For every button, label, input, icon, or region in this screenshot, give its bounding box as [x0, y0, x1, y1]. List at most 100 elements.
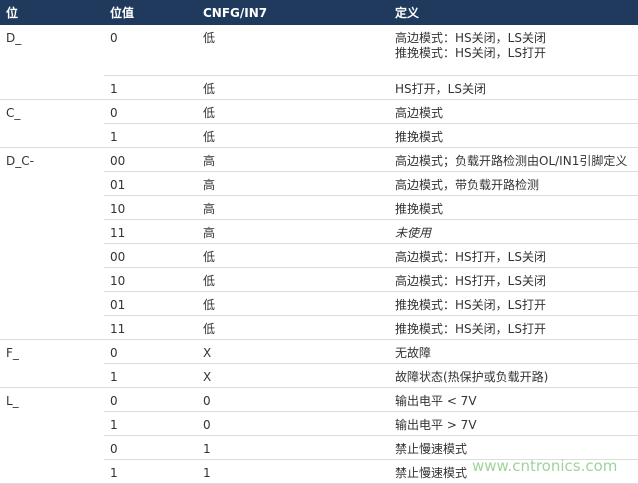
bit-value: 10	[104, 267, 197, 292]
cnfg-value: 低	[197, 25, 389, 76]
definition-line: 高边模式：HS打开，LS关闭	[395, 274, 546, 288]
table-row: 00 低高边模式：HS打开，LS关闭	[0, 243, 638, 268]
definition-line: 高边模式，带负载开路检测	[395, 178, 540, 192]
table-row: 1 1 禁止慢速模式	[0, 459, 638, 484]
cnfg-value: 高	[197, 195, 389, 220]
bit-value: 1	[104, 363, 197, 388]
table-body: D_ 0 低高边模式：HS关闭，LS关闭 推挽模式：HS关闭，LS打开 1 低 HS打开，L…	[0, 25, 638, 484]
table-row: 01 高高边模式，带负载开路检测	[0, 171, 638, 196]
table-row: 1 X 故障状态(热保护或负载开路)	[0, 363, 638, 388]
definition-line: 输出电平 < 7V	[395, 394, 477, 408]
definition-line: 未使用	[395, 226, 432, 240]
cnfg-value: 高	[197, 219, 389, 244]
cnfg-value: 0	[197, 411, 389, 436]
table-row: L_ 0 0 输出电平 < 7V	[0, 387, 638, 484]
table-row: 11 低推挽模式：HS关闭，LS打开	[0, 315, 638, 340]
definition: 推挽模式：HS关闭，LS打开	[389, 291, 638, 316]
cnfg-value: 1	[197, 459, 389, 484]
definition: HS打开，LS关闭	[389, 75, 638, 100]
definition-line: 推挽模式：HS关闭，LS打开	[395, 46, 546, 60]
cnfg-value: X	[197, 339, 389, 364]
bit-value: 00	[104, 147, 197, 172]
table-row: 1 低推挽模式	[0, 123, 638, 148]
definition: 推挽模式	[389, 195, 638, 220]
bit-name: F_	[0, 339, 104, 388]
header-cell: CNFG/IN7	[197, 0, 389, 25]
table-row: F_ 0 X 无故障	[0, 339, 638, 388]
definition-line: 推挽模式：HS关闭，LS打开	[395, 322, 546, 336]
bit-value: 10	[104, 195, 197, 220]
definition: 高边模式：HS打开，LS关闭	[389, 267, 638, 292]
table-row: 0 1 禁止慢速模式	[0, 435, 638, 460]
definition-line: 禁止慢速模式	[395, 466, 468, 480]
definition-line: HS打开，LS关闭	[395, 82, 486, 96]
cnfg-value: 低	[197, 75, 389, 100]
definition-line: 无故障	[395, 346, 432, 360]
cnfg-value: X	[197, 363, 389, 388]
definition: 未使用	[389, 219, 638, 244]
bit-value: 1	[104, 123, 197, 148]
header-row: 位位值 CNFG/IN7 定义	[0, 0, 638, 25]
bit-value: 00	[104, 243, 197, 268]
bit-value: 01	[104, 291, 197, 316]
definition-line: 推挽模式	[395, 130, 444, 144]
definition: 无故障	[389, 339, 638, 364]
definition: 故障状态(热保护或负载开路)	[389, 363, 638, 388]
definition: 禁止慢速模式	[389, 435, 638, 460]
definition: 推挽模式	[389, 123, 638, 148]
definition-line: 禁止慢速模式	[395, 442, 468, 456]
definition: 高边模式	[389, 99, 638, 124]
cnfg-value: 低	[197, 243, 389, 268]
cnfg-value: 低	[197, 267, 389, 292]
definition: 输出电平 > 7V	[389, 411, 638, 436]
cnfg-value: 1	[197, 435, 389, 460]
bit-value: 0	[104, 435, 197, 460]
bit-value: 0	[104, 339, 197, 364]
definition-line: 推挽模式：HS关闭，LS打开	[395, 298, 546, 312]
definition-line: 高边模式：HS关闭，LS关闭	[395, 31, 546, 45]
bit-value: 1	[104, 75, 197, 100]
definition-line: 高边模式：HS打开，LS关闭	[395, 250, 546, 264]
cnfg-value: 高	[197, 171, 389, 196]
definition: 高边模式；负载开路检测由OL/IN1引脚定义	[389, 147, 638, 172]
table-row: 10 低高边模式：HS打开，LS关闭	[0, 267, 638, 292]
bit-name: D_	[0, 25, 104, 100]
definition: 高边模式：HS关闭，LS关闭 推挽模式：HS关闭，LS打开	[389, 25, 638, 76]
bit-value: 1	[104, 459, 197, 484]
bit-value: 01	[104, 171, 197, 196]
table-row: D_ 0 低高边模式：HS关闭，LS关闭 推挽模式：HS关闭，LS打开	[0, 25, 638, 100]
table-row: C_ 0 低高边模式	[0, 99, 638, 148]
bit-name: L_	[0, 387, 104, 484]
header-cell: 位值	[104, 0, 197, 25]
definition: 输出电平 < 7V	[389, 387, 638, 412]
cnfg-value: 高	[197, 147, 389, 172]
bit-value: 0	[104, 25, 197, 76]
cnfg-value: 低	[197, 291, 389, 316]
table-row: 10 高推挽模式	[0, 195, 638, 220]
definition: 禁止慢速模式	[389, 459, 638, 484]
definition-line: 高边模式	[395, 106, 444, 120]
definition: 推挽模式：HS关闭，LS打开	[389, 315, 638, 340]
bit-name: D_C-	[0, 147, 104, 340]
definition: 高边模式：HS打开，LS关闭	[389, 243, 638, 268]
bit-value: 11	[104, 315, 197, 340]
bit-name: C_	[0, 99, 104, 148]
cnfg-value: 0	[197, 387, 389, 412]
table-row: 1 0 输出电平 > 7V	[0, 411, 638, 436]
definition-line: 推挽模式	[395, 202, 444, 216]
table-row: 1 低 HS打开，LS关闭	[0, 75, 638, 100]
watermark: www.cntronics.com	[472, 457, 618, 475]
definition-line: 输出电平 > 7V	[395, 418, 477, 432]
table-row: D_C- 00 高高边模式；负载开路检测由OL/IN1引脚定义	[0, 147, 638, 340]
header-cell: 位	[0, 0, 104, 25]
table-row: 11 高未使用	[0, 219, 638, 244]
bit-value: 11	[104, 219, 197, 244]
bit-value: 0	[104, 99, 197, 124]
definition: 高边模式，带负载开路检测	[389, 171, 638, 196]
cnfg-value: 低	[197, 315, 389, 340]
bit-value: 1	[104, 411, 197, 436]
cnfg-value: 低	[197, 123, 389, 148]
cnfg-value: 低	[197, 99, 389, 124]
